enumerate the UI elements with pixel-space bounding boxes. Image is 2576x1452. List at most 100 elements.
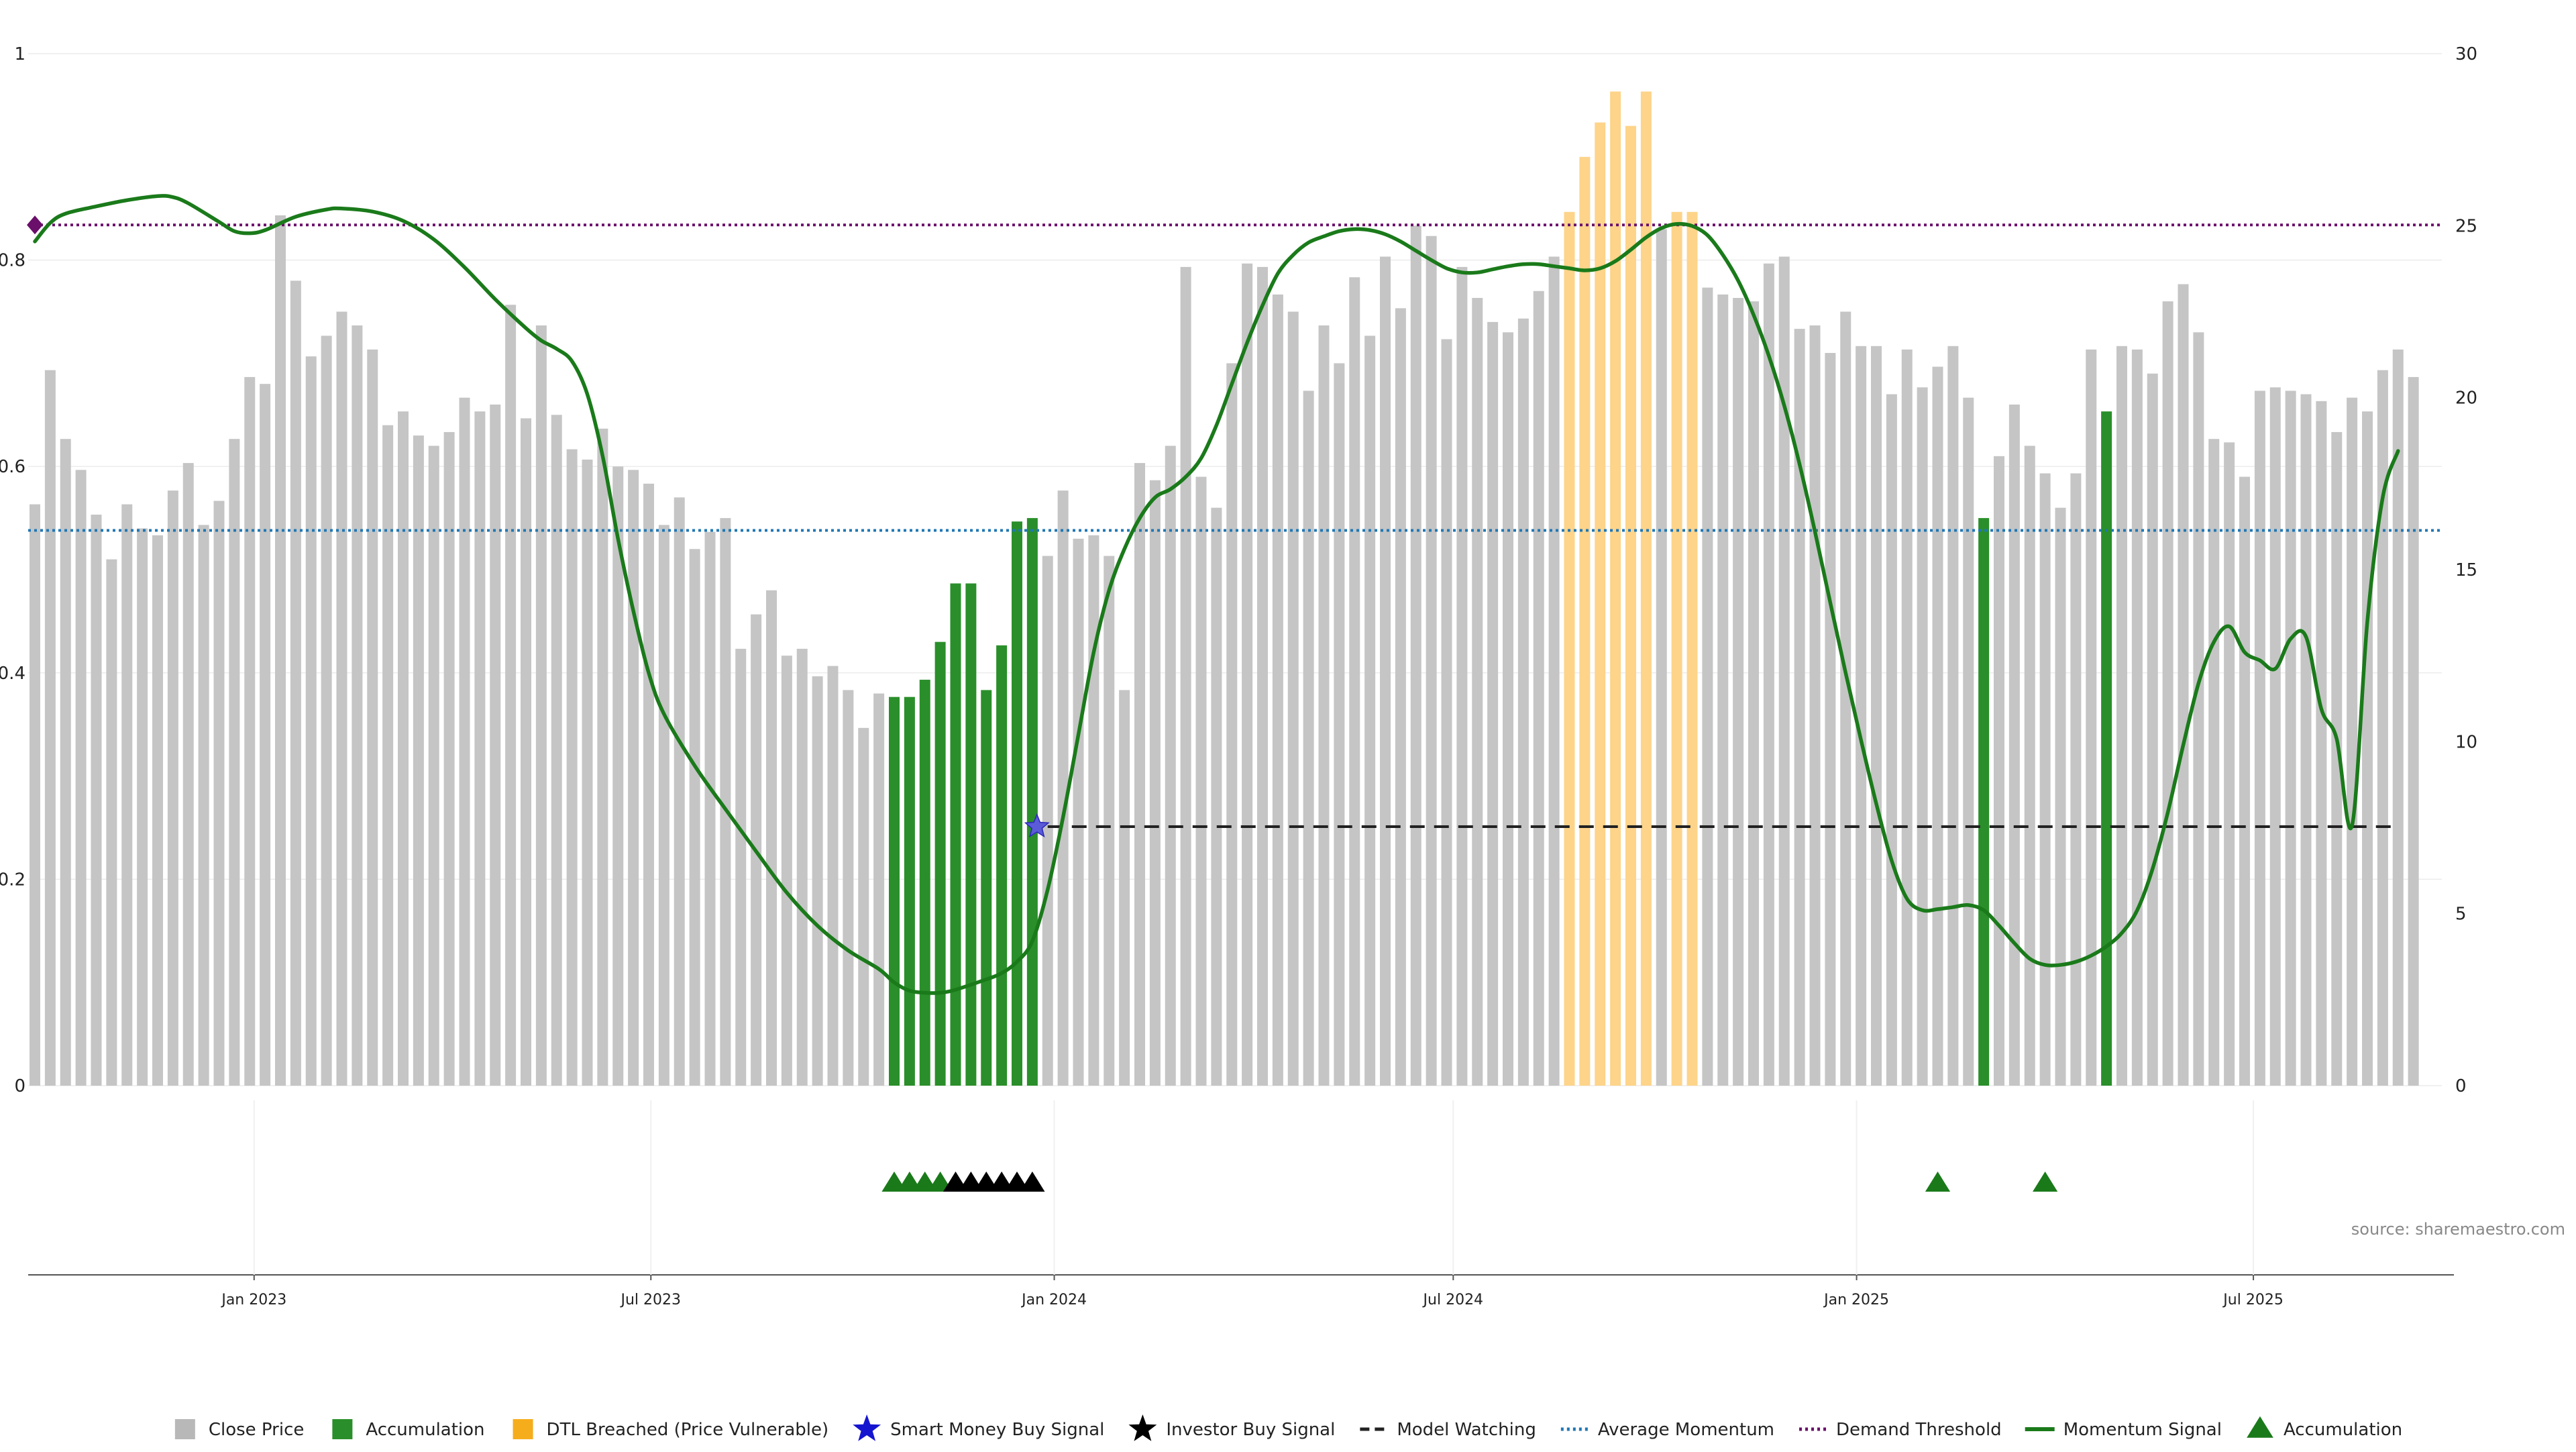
close-price-bar [1656,229,1667,1086]
right-axis-tick-label: 20 [2455,388,2477,409]
close-price-bar [2285,391,2296,1086]
close-price-bar [1426,236,1437,1086]
accumulation-bar [965,583,977,1086]
close-price-bar [1733,297,1744,1086]
close-price-bar [121,504,133,1086]
close-price-bar [1548,256,1560,1086]
x-axis-tick-label: Jul 2024 [1422,1292,1484,1308]
close-price-bar [1334,363,1345,1086]
accumulation-bar [1978,518,1990,1086]
close-price-bar [1211,507,1222,1086]
accumulation-bar [1026,518,1038,1086]
close-price-bar [2008,404,2020,1086]
signal-markers [27,215,1050,838]
close-price-bar [827,666,839,1086]
close-price-bar [459,397,470,1086]
left-axis-tick-label: 0.8 [0,251,25,271]
investor-buy-marker [1020,1172,1045,1192]
close-price-bar [2131,349,2143,1086]
legend-symbol-acc_tri [2247,1416,2273,1438]
close-price-bar [398,411,409,1086]
accumulation-bar [996,645,1008,1086]
close-price-bar [1057,490,1069,1086]
close-price-bar [2254,391,2265,1086]
close-price-bar [2300,394,2312,1086]
close-price-bar [1226,363,1238,1086]
close-price-bar [1932,366,1943,1086]
close-price-bar [352,325,363,1086]
close-price-bar [2331,431,2343,1086]
close-price-bar [1318,325,1330,1086]
close-price-bar [1947,346,1959,1086]
close-price-bar [1994,456,2004,1086]
legend-label: Demand Threshold [1836,1420,2002,1440]
close-price-bar [229,439,240,1086]
smart-money-buy-signal [1024,813,1050,838]
dtl-bar [1610,91,1621,1086]
close-price-bar [843,690,854,1086]
close-price-bar [413,435,424,1086]
dtl-bar [1671,211,1682,1086]
dtl-bar [1595,122,1606,1086]
close-price-bar [535,325,547,1086]
close-price-bar [1287,311,1299,1086]
dtl-bar [1579,156,1591,1086]
left-axis-tick-label: 1 [14,44,25,64]
close-price-bar [1871,346,1882,1086]
dtl-bar [1686,211,1698,1086]
legend: Close Price Accumulation DTL Breached (Pri… [174,1414,2402,1441]
left-axis-tick-label: 0 [14,1076,25,1096]
close-price-bar [1748,301,1759,1086]
close-price-bar [796,648,808,1086]
close-price-bar [44,370,56,1086]
close-price-bar [1104,556,1115,1086]
close-price-bar [720,518,731,1086]
close-price-bar [2269,387,2281,1086]
close-price-bar [1349,277,1360,1086]
legend-label: Close Price [209,1420,305,1440]
legend-symbol-investor [1128,1414,1157,1441]
close-price-bar [1257,266,1268,1086]
close-price-bar [597,428,608,1086]
close-price-bar [1778,256,1790,1086]
right-axis-tick-label: 5 [2455,904,2467,925]
accumulation-bar [919,680,930,1086]
close-price-bar [2208,439,2220,1086]
legend-label: Average Momentum [1598,1420,1774,1440]
close-price-bar [551,415,562,1086]
close-price-bar [336,311,347,1086]
legend-symbol-close [174,1419,195,1439]
close-price-bar [566,449,578,1086]
close-price-bar [182,463,194,1086]
close-price-bar [582,459,593,1086]
close-price-bar [1441,339,1452,1086]
close-price-bar [1825,353,1836,1086]
close-price-bar [505,305,517,1086]
legend-symbol-dtl [513,1419,533,1439]
close-price-bar [106,559,117,1086]
x-axis-tick-label: Jul 2023 [620,1292,682,1308]
close-price-bar [1456,266,1468,1086]
close-price-bar [1364,335,1376,1086]
close-price-bar [628,470,639,1086]
close-price-bar [1503,332,1513,1086]
close-price-bar [1917,387,1928,1086]
close-price-bar [1134,463,1145,1086]
legend-label: Model Watching [1397,1420,1536,1440]
close-price-bar [30,504,40,1086]
bars [30,91,2419,1086]
close-price-bar [152,535,163,1086]
close-price-bar [858,727,869,1086]
close-price-bar [1242,263,1253,1086]
close-price-bar [91,514,102,1086]
x-axis-tick-label: Jan 2023 [220,1292,286,1308]
accumulation-bar [934,641,946,1086]
close-price-bar [2224,442,2235,1086]
accumulation-bar [889,696,900,1086]
close-price-bar [2408,376,2419,1086]
marker-strip [881,1172,2058,1192]
close-price-bar [1763,263,1774,1086]
dtl-bar [1640,91,1652,1086]
close-price-bar [689,549,700,1086]
